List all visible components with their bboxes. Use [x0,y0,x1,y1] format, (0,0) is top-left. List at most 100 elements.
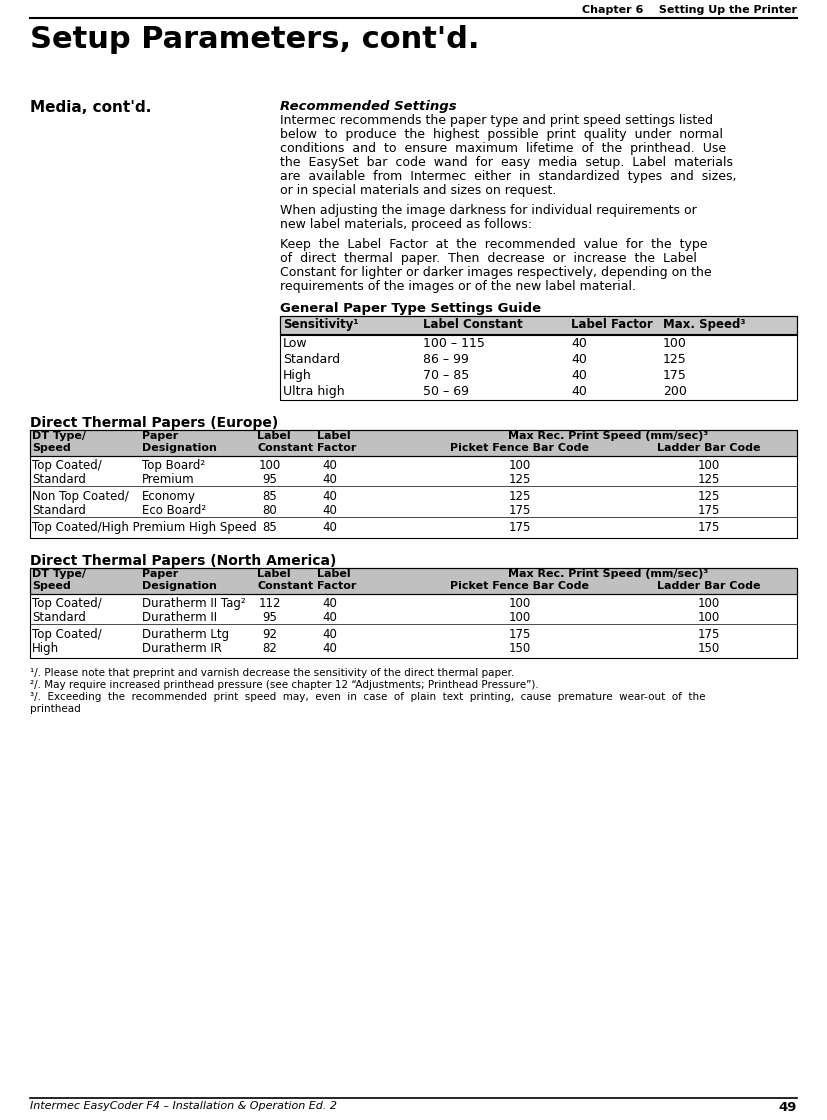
Bar [280,316,797,334]
Bar [30,430,797,456]
Text: Duratherm II Tag²: Duratherm II Tag² [142,597,246,610]
Text: 125: 125 [509,491,531,503]
Text: 40: 40 [571,385,587,398]
Text: 40: 40 [571,337,587,349]
Text: 100: 100 [697,597,719,610]
Text: 125: 125 [697,491,719,503]
Text: Factor: Factor [317,581,356,591]
Text: DT Type/: DT Type/ [32,431,86,441]
Text: 175: 175 [697,521,719,534]
Text: 100: 100 [509,597,531,610]
Text: 49: 49 [779,1101,797,1114]
Text: Ladder Bar Code: Ladder Bar Code [657,581,760,591]
Text: below  to  produce  the  highest  possible  print  quality  under  normal: below to produce the highest possible pr… [280,128,723,141]
Text: printhead: printhead [30,704,81,715]
Text: Paper: Paper [142,569,179,579]
Text: Paper: Paper [142,431,179,441]
Text: 150: 150 [509,642,531,655]
Text: Max. Speed³: Max. Speed³ [663,318,745,332]
Text: Top Board²: Top Board² [142,459,205,472]
Text: Factor: Factor [317,444,356,452]
Text: Duratherm Ltg: Duratherm Ltg [142,628,229,641]
Text: Label Constant: Label Constant [423,318,523,332]
Text: 40: 40 [323,612,337,624]
Text: Top Coated/High Premium High Speed: Top Coated/High Premium High Speed [32,521,256,534]
Text: Direct Thermal Papers (North America): Direct Thermal Papers (North America) [30,554,337,568]
Text: Top Coated/: Top Coated/ [32,459,102,472]
Text: new label materials, proceed as follows:: new label materials, proceed as follows: [280,218,532,231]
Text: Setup Parameters, cont'd.: Setup Parameters, cont'd. [30,25,480,54]
Text: 100 – 115: 100 – 115 [423,337,485,349]
Text: Picket Fence Bar Code: Picket Fence Bar Code [451,444,590,452]
Text: 40: 40 [323,473,337,486]
Text: 92: 92 [262,628,278,641]
Text: 100: 100 [663,337,687,349]
Text: 175: 175 [697,504,719,517]
Text: Intermec recommends the paper type and print speed settings listed: Intermec recommends the paper type and p… [280,114,713,127]
Text: Max Rec. Print Speed (mm/sec)³: Max Rec. Print Speed (mm/sec)³ [509,569,709,579]
Text: When adjusting the image darkness for individual requirements or: When adjusting the image darkness for in… [280,204,697,217]
Text: 40: 40 [323,491,337,503]
Text: 40: 40 [323,521,337,534]
Text: Standard: Standard [32,504,86,517]
Text: Recommended Settings: Recommended Settings [280,100,457,113]
Text: 40: 40 [323,597,337,610]
Text: ²/. May require increased printhead pressure (see chapter 12 “Adjustments; Print: ²/. May require increased printhead pres… [30,680,538,690]
Text: Max Rec. Print Speed (mm/sec)³: Max Rec. Print Speed (mm/sec)³ [509,431,709,441]
Text: Ladder Bar Code: Ladder Bar Code [657,444,760,452]
Bar [30,568,797,594]
Text: Constant for lighter or darker images respectively, depending on the: Constant for lighter or darker images re… [280,267,711,279]
Text: 100: 100 [509,612,531,624]
Text: Eco Board²: Eco Board² [142,504,206,517]
Text: ¹/. Please note that preprint and varnish decrease the sensitivity of the direct: ¹/. Please note that preprint and varnis… [30,668,514,678]
Bar [30,430,797,538]
Text: 95: 95 [262,612,277,624]
Text: Designation: Designation [142,444,217,452]
Text: Label: Label [257,569,290,579]
Text: Direct Thermal Papers (Europe): Direct Thermal Papers (Europe) [30,416,278,430]
Text: High: High [32,642,59,655]
Text: 80: 80 [263,504,277,517]
Text: General Paper Type Settings Guide: General Paper Type Settings Guide [280,302,541,315]
Bar [30,568,797,659]
Text: Label: Label [317,569,351,579]
Text: Standard: Standard [283,353,340,366]
Text: 86 – 99: 86 – 99 [423,353,469,366]
Text: Speed: Speed [32,581,71,591]
Text: 150: 150 [697,642,719,655]
Text: 40: 40 [571,353,587,366]
Text: 40: 40 [323,628,337,641]
Text: Top Coated/: Top Coated/ [32,597,102,610]
Text: Keep  the  Label  Factor  at  the  recommended  value  for  the  type: Keep the Label Factor at the recommended… [280,239,708,251]
Text: or in special materials and sizes on request.: or in special materials and sizes on req… [280,184,557,197]
Text: the  EasySet  bar  code  wand  for  easy  media  setup.  Label  materials: the EasySet bar code wand for easy media… [280,156,733,169]
Text: requirements of the images or of the new label material.: requirements of the images or of the new… [280,280,636,293]
Bar [280,316,797,400]
Text: Constant: Constant [257,581,313,591]
Text: ³/.  Exceeding  the  recommended  print  speed  may,  even  in  case  of  plain : ³/. Exceeding the recommended print spee… [30,692,705,702]
Text: Label: Label [317,431,351,441]
Text: Premium: Premium [142,473,194,486]
Text: Speed: Speed [32,444,71,452]
Text: 40: 40 [323,642,337,655]
Text: are  available  from  Intermec  either  in  standardized  types  and  sizes,: are available from Intermec either in st… [280,170,737,183]
Text: High: High [283,368,312,382]
Text: Label Factor: Label Factor [571,318,653,332]
Text: 175: 175 [509,504,531,517]
Text: Media, cont'd.: Media, cont'd. [30,100,151,115]
Text: Picket Fence Bar Code: Picket Fence Bar Code [451,581,590,591]
Text: 112: 112 [259,597,281,610]
Text: Low: Low [283,337,308,349]
Text: 200: 200 [663,385,687,398]
Text: 175: 175 [509,521,531,534]
Text: Duratherm IR: Duratherm IR [142,642,222,655]
Text: 40: 40 [323,504,337,517]
Text: Standard: Standard [32,612,86,624]
Text: 125: 125 [509,473,531,486]
Text: 40: 40 [571,368,587,382]
Text: 175: 175 [509,628,531,641]
Text: Duratherm II: Duratherm II [142,612,218,624]
Text: 95: 95 [262,473,277,486]
Text: 85: 85 [263,491,277,503]
Text: Designation: Designation [142,581,217,591]
